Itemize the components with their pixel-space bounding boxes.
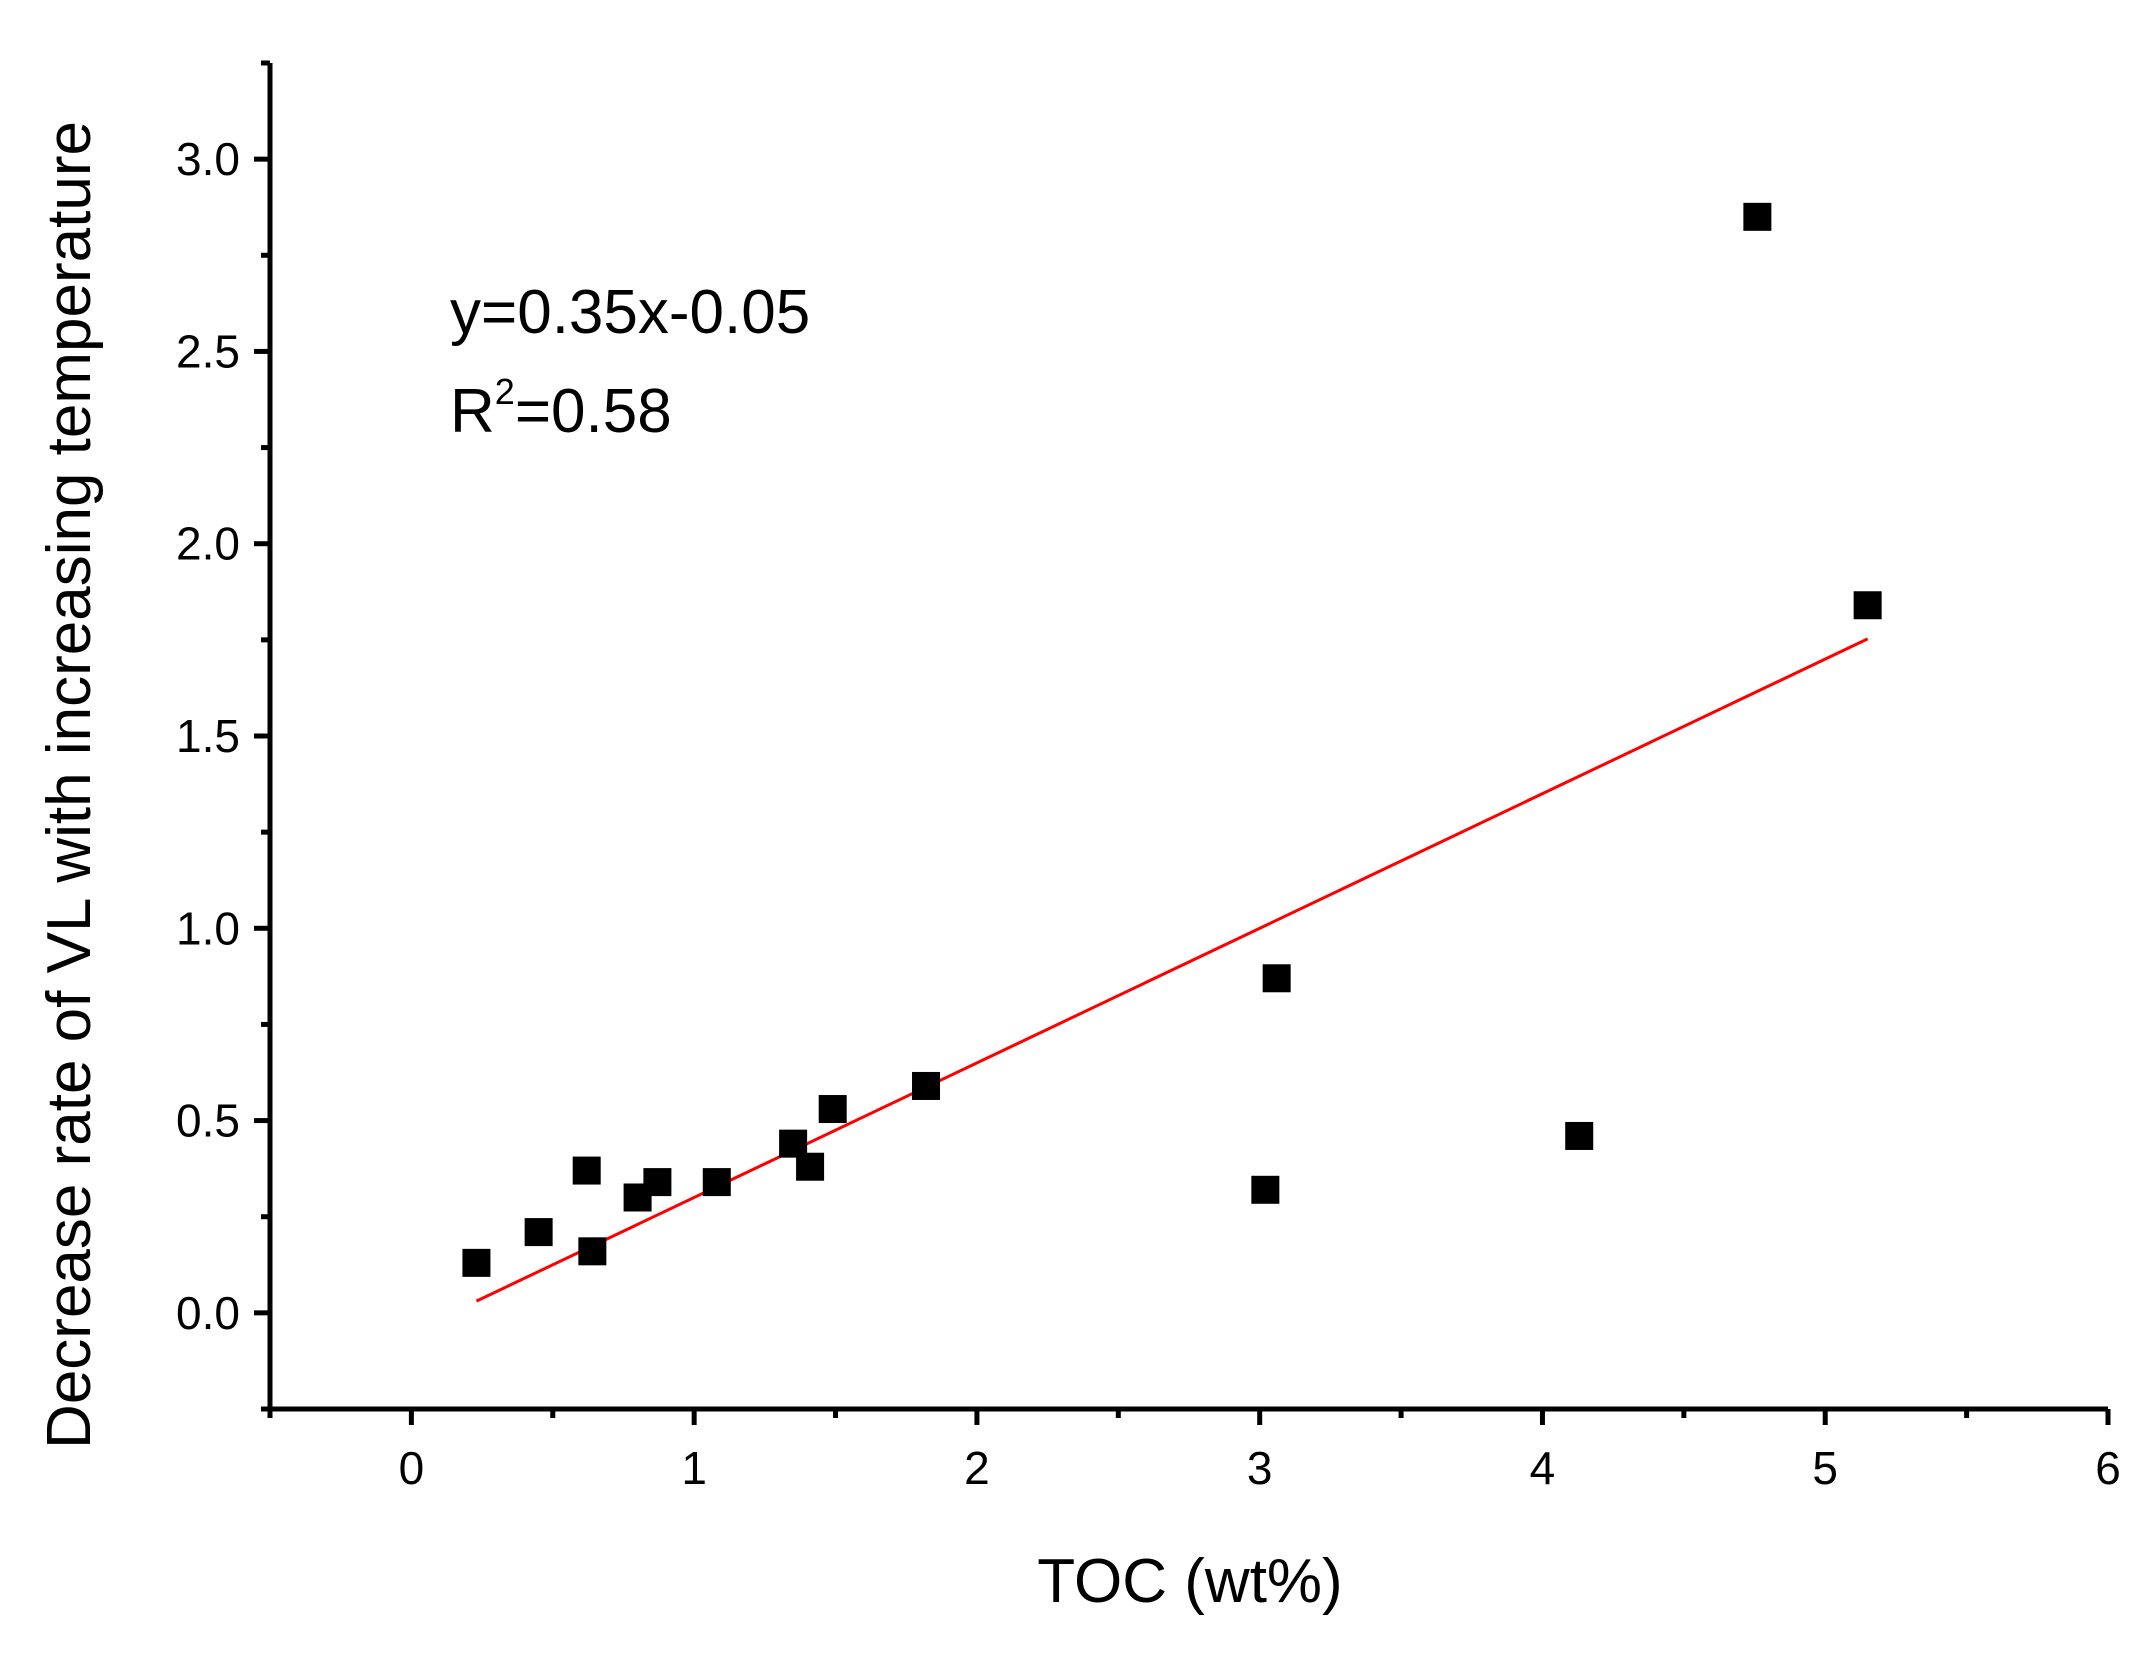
y-tick-label: 0.0 [176, 1287, 240, 1339]
data-point [578, 1237, 607, 1266]
y-tick-label: 1.0 [176, 902, 240, 954]
x-tick-label: 6 [2095, 1442, 2121, 1494]
r-squared-superscript: 2 [495, 371, 515, 412]
y-tick-label: 0.5 [176, 1095, 240, 1147]
axes [267, 63, 2108, 1412]
x-tick-label: 1 [681, 1442, 707, 1494]
tick-labels: 0 1 2 3 4 5 6 0.0 0.5 1.0 1.5 2.0 2.5 3.0 [176, 133, 2121, 1494]
y-tick-label: 2.5 [176, 325, 240, 377]
data-point [912, 1071, 941, 1100]
x-tick-label: 0 [399, 1442, 425, 1494]
data-point [643, 1168, 672, 1197]
data-point [1251, 1175, 1280, 1204]
x-axis-title: TOC (wt%) [1037, 1547, 1342, 1616]
y-tick-label: 3.0 [176, 133, 240, 185]
data-point [818, 1095, 847, 1124]
x-tick-label: 5 [1812, 1442, 1838, 1494]
y-axis-title: Decrease rate of VL with increasing temp… [35, 121, 104, 1449]
x-tick-label: 2 [964, 1442, 990, 1494]
data-point [796, 1152, 825, 1181]
data-point [462, 1248, 491, 1277]
ticks [254, 60, 2111, 1425]
data-point [1262, 964, 1291, 993]
data-point [702, 1168, 731, 1197]
y-tick-label: 2.0 [176, 518, 240, 570]
data-point [524, 1218, 553, 1247]
equation-annotation: y=0.35x-0.05 [450, 278, 810, 347]
data-point [1853, 591, 1882, 620]
x-tick-label: 3 [1247, 1442, 1273, 1494]
fit-line [475, 637, 1869, 1303]
r-squared-prefix: R [450, 377, 495, 446]
data-points [462, 202, 1882, 1277]
data-point [1565, 1121, 1594, 1150]
x-tick-label: 4 [1530, 1442, 1556, 1494]
data-point [572, 1156, 601, 1185]
fit-line-group [475, 637, 1869, 1303]
r-squared-annotation: R2=0.58 [450, 371, 672, 446]
y-tick-label: 1.5 [176, 710, 240, 762]
data-point [1743, 202, 1772, 231]
r-squared-value: =0.58 [515, 377, 672, 446]
